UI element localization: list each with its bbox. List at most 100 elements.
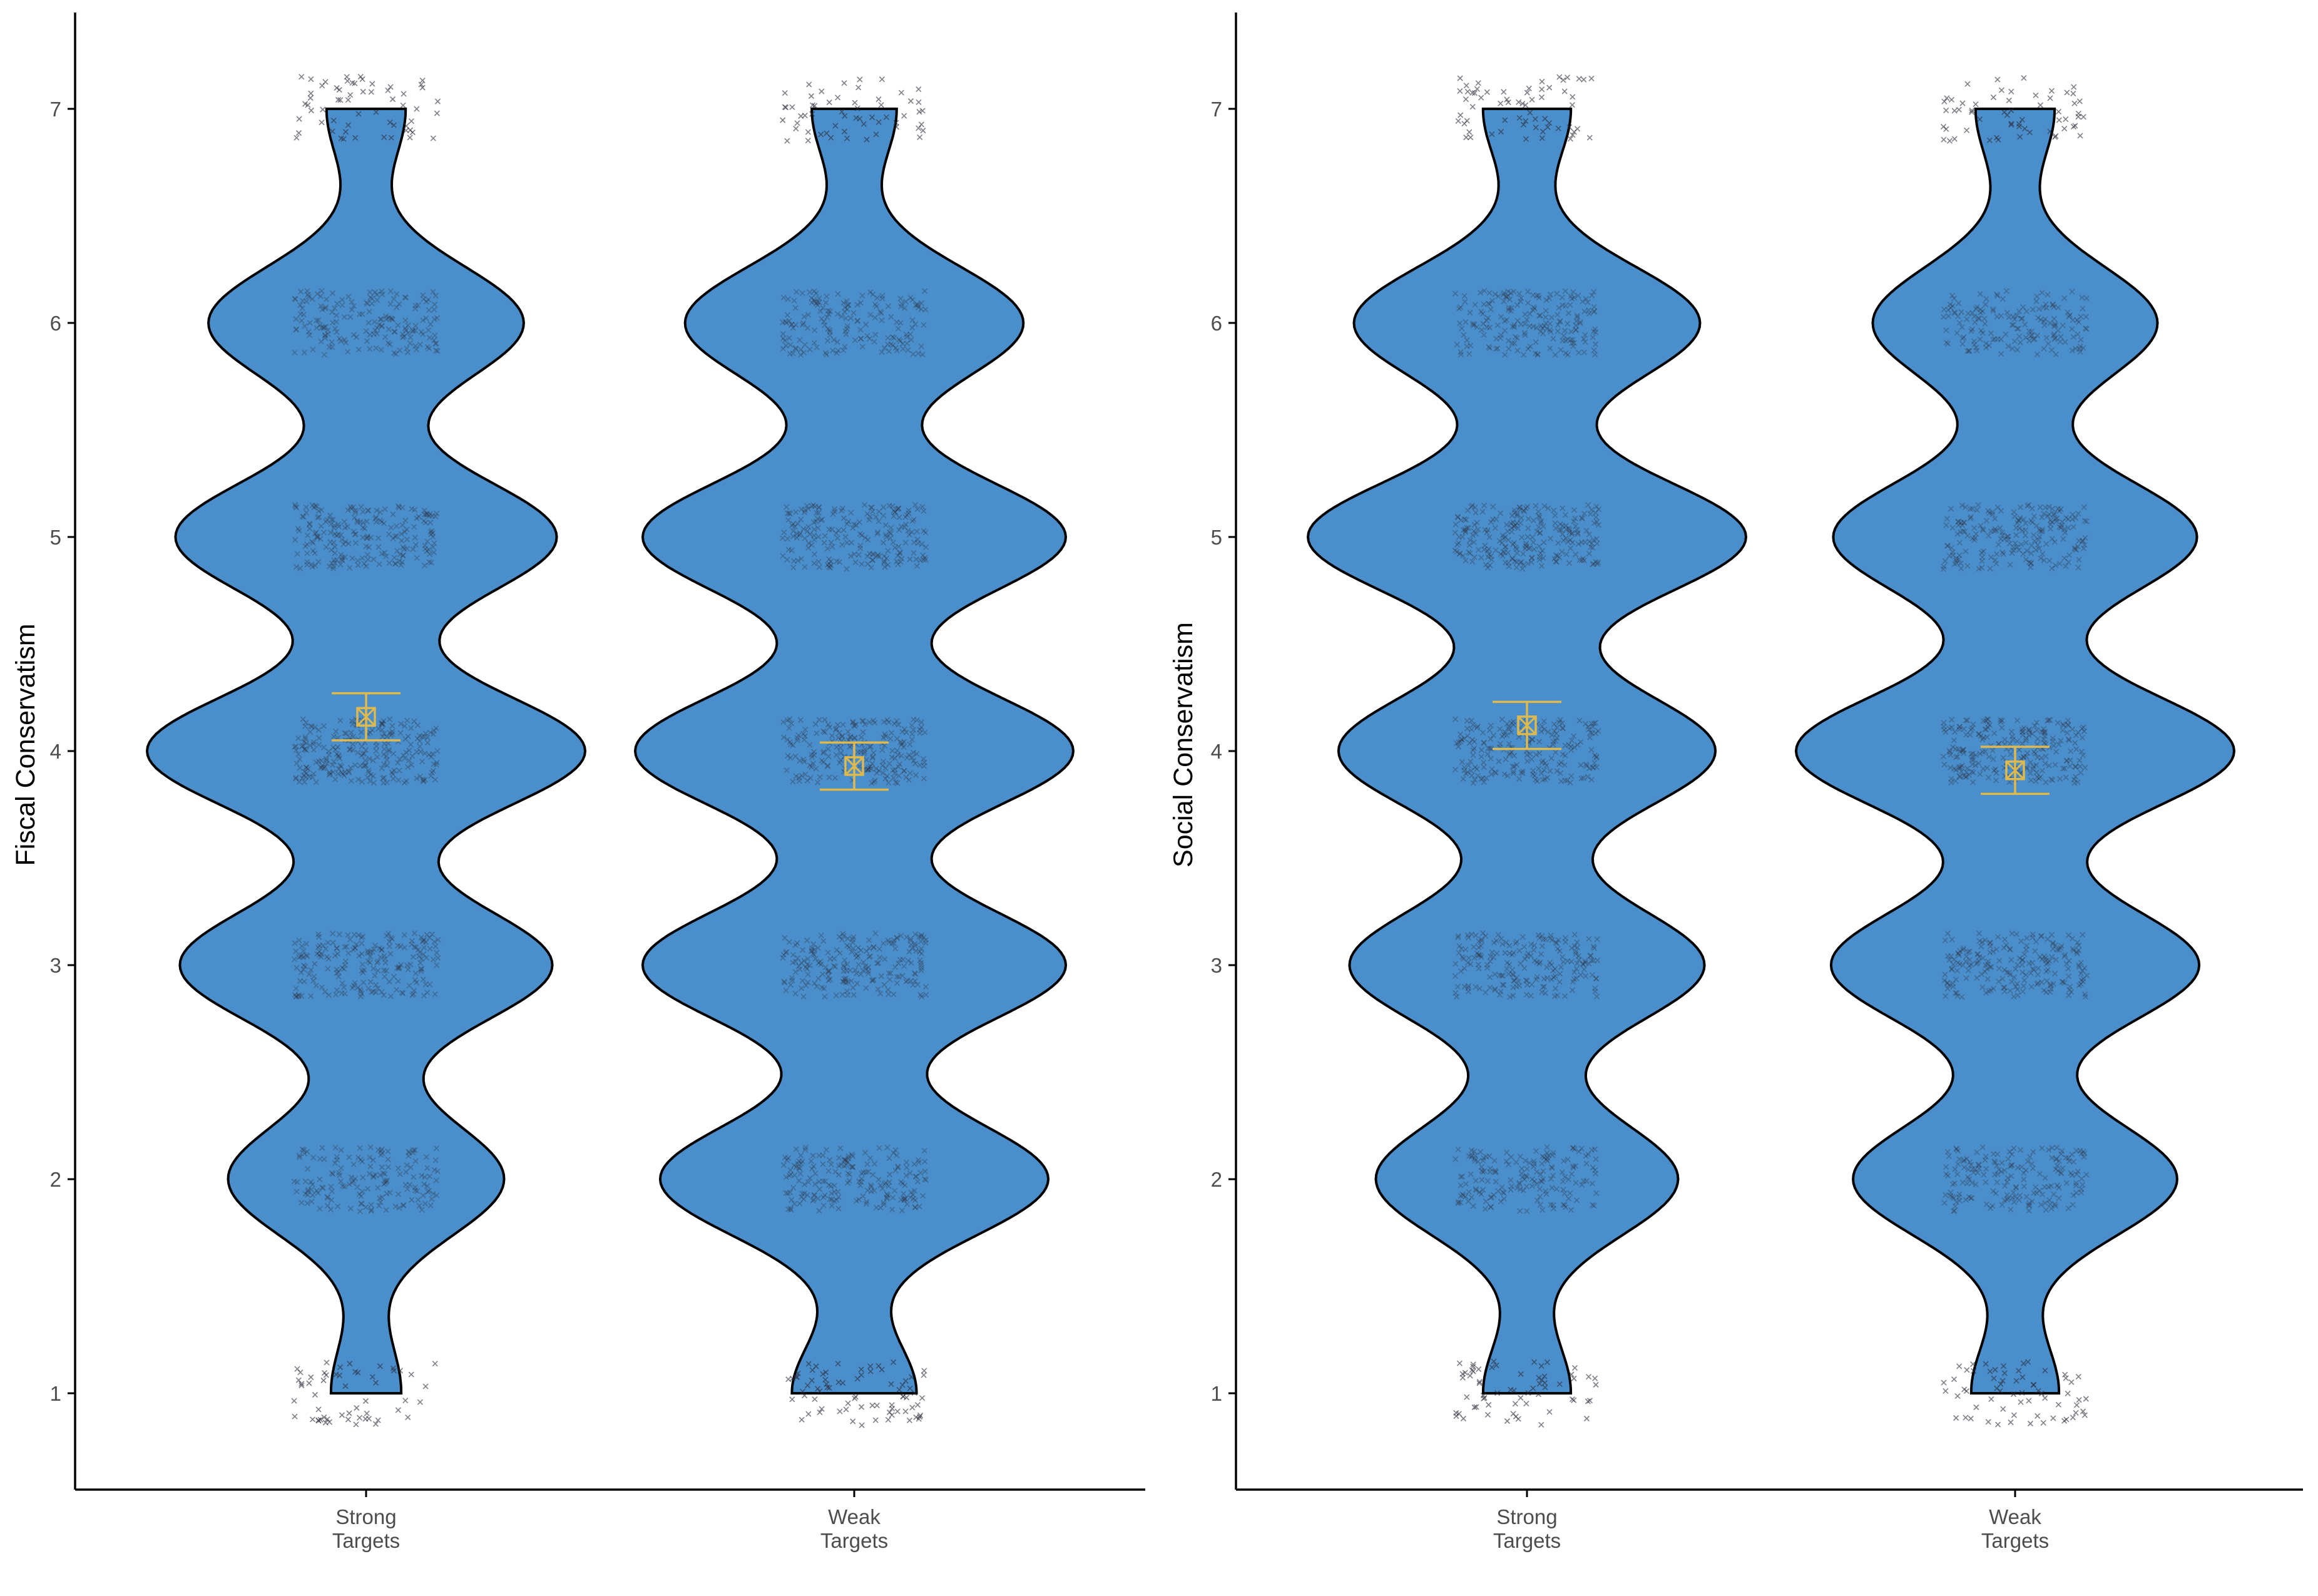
jitter-point: [307, 332, 313, 338]
jitter-point: [335, 969, 342, 975]
jitter-point: [339, 297, 345, 303]
jitter-point: [422, 519, 429, 526]
jitter-point: [304, 1200, 310, 1207]
jitter-point: [430, 1190, 436, 1197]
jitter-point: [334, 945, 340, 951]
jitter-point: [375, 1417, 381, 1423]
jitter-point: [317, 1416, 324, 1423]
jitter-point: [386, 747, 392, 753]
jitter-point: [304, 770, 310, 776]
jitter-point: [302, 963, 309, 969]
jitter-point: [329, 320, 336, 326]
jitter-point: [392, 533, 398, 540]
jitter-point: [409, 941, 415, 948]
jitter-point: [319, 120, 325, 126]
jitter-point: [307, 521, 313, 527]
jitter-point: [902, 1195, 908, 1202]
jitter-point: [396, 558, 402, 564]
jitter-point: [422, 546, 429, 552]
jitter-point: [352, 508, 359, 514]
jitter-point: [817, 1409, 823, 1416]
jitter-point: [322, 332, 328, 339]
jitter-point: [322, 332, 329, 339]
jitter-point: [425, 297, 432, 303]
jitter-point: [352, 540, 359, 546]
jitter-point: [402, 518, 409, 524]
jitter-point: [355, 347, 362, 353]
jitter-point: [379, 720, 385, 726]
jitter-point: [345, 768, 352, 775]
jitter-point: [362, 762, 369, 769]
jitter-point: [329, 344, 335, 350]
jitter-point: [397, 756, 403, 762]
jitter-point: [316, 952, 322, 958]
jitter-point: [428, 560, 434, 566]
jitter-point: [382, 1180, 389, 1186]
jitter-point: [334, 945, 340, 951]
jitter-point: [414, 555, 420, 561]
jitter-point: [812, 1170, 819, 1177]
jitter-point: [337, 561, 344, 568]
jitter-point: [412, 327, 419, 334]
jitter-point: [308, 76, 314, 82]
jitter-point: [826, 1384, 832, 1391]
jitter-point: [421, 993, 427, 999]
jitter-point: [316, 735, 322, 741]
x-tick-label-line1: Weak: [1989, 1505, 2041, 1528]
jitter-point: [378, 316, 384, 322]
jitter-point: [385, 740, 391, 747]
jitter-point: [319, 951, 325, 957]
jitter-point: [329, 762, 335, 768]
jitter-point: [796, 1158, 802, 1164]
jitter-point: [310, 739, 317, 745]
jitter-point: [294, 1366, 300, 1372]
jitter-point: [299, 317, 305, 324]
jitter-point: [320, 325, 327, 331]
jitter-point: [380, 775, 386, 782]
jitter-point: [293, 774, 299, 780]
jitter-point: [422, 777, 428, 783]
jitter-point: [332, 953, 338, 959]
jitter-point: [320, 744, 327, 750]
jitter-point: [854, 1376, 860, 1382]
jitter-point: [411, 988, 417, 994]
jitter-point: [363, 747, 369, 753]
jitter-point: [857, 1182, 864, 1189]
jitter-point: [404, 546, 410, 552]
jitter-point: [398, 531, 404, 537]
jitter-point: [394, 964, 401, 971]
jitter-point: [355, 776, 362, 782]
jitter-point: [355, 932, 362, 938]
jitter-point: [298, 953, 304, 959]
jitter-point: [430, 544, 436, 550]
jitter-point: [329, 1170, 335, 1176]
jitter-point: [882, 1180, 889, 1186]
jitter-point: [420, 779, 426, 785]
jitter-point: [412, 1158, 419, 1164]
jitter-point: [319, 765, 325, 771]
jitter-point: [394, 291, 400, 297]
jitter-point: [357, 519, 364, 525]
jitter-point: [363, 563, 369, 570]
jitter-point: [434, 510, 440, 516]
jitter-point: [327, 529, 334, 536]
jitter-point: [381, 774, 387, 781]
jitter-point: [395, 978, 401, 985]
jitter-point: [329, 516, 335, 523]
jitter-point: [867, 1363, 874, 1369]
jitter-point: [430, 956, 436, 963]
jitter-point: [400, 552, 406, 558]
jitter-point: [345, 507, 351, 513]
jitter-point: [305, 1192, 311, 1198]
jitter-point: [338, 1178, 344, 1185]
jitter-point: [386, 939, 392, 945]
jitter-point: [397, 1368, 404, 1374]
jitter-point: [379, 322, 385, 329]
jitter-point: [296, 993, 302, 1000]
jitter-point: [338, 764, 344, 770]
jitter-point: [329, 1197, 335, 1203]
jitter-point: [804, 1383, 810, 1389]
jitter-point: [372, 943, 378, 949]
jitter-point: [299, 1383, 305, 1389]
jitter-point: [318, 303, 324, 309]
